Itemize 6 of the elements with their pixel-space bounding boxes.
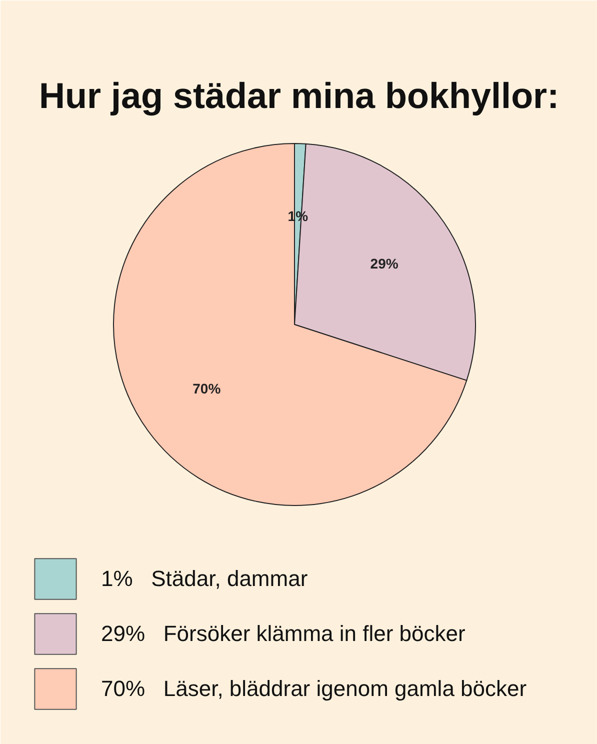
- chart-title: Hur jag städar mina bokhyllor:: [38, 75, 560, 116]
- legend-label: 29% Försöker klämma in fler böcker: [101, 620, 466, 648]
- data-label: 70%: [192, 380, 222, 396]
- data-label: 29%: [370, 255, 399, 272]
- legend-label: 70% Läser, bläddrar igenom gamla böcker: [101, 674, 527, 703]
- legend-label: 1% Städar, dammar: [101, 564, 308, 592]
